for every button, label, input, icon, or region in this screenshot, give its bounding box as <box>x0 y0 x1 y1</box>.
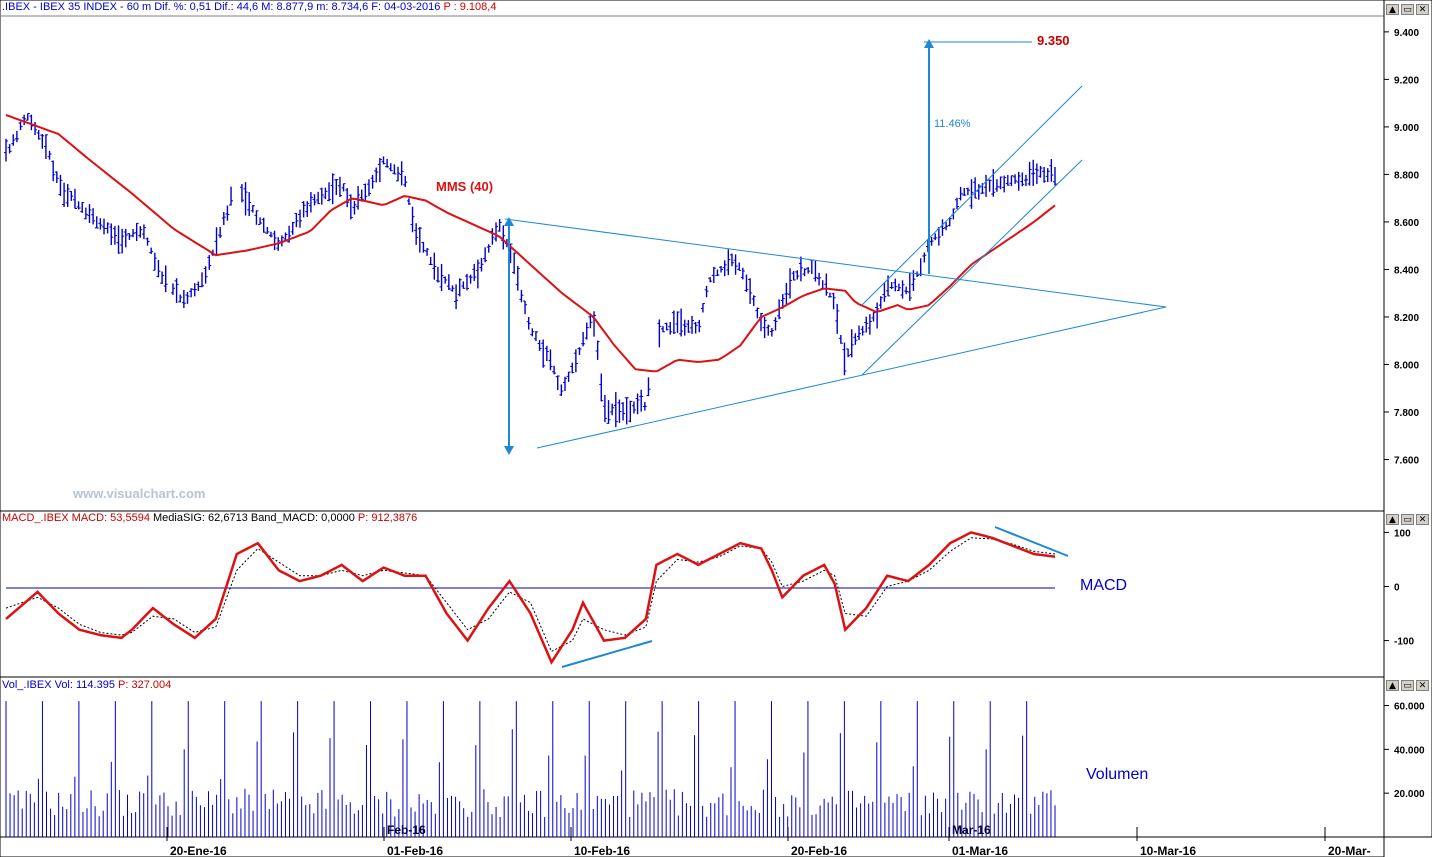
volume-y-tick-label: 40.000 <box>1394 745 1425 756</box>
y-axis-strip <box>1383 0 1432 838</box>
x-axis-frame <box>0 836 1385 857</box>
volume-panel <box>0 676 1385 838</box>
x-tick-label: 10-Mar-16 <box>1140 844 1196 857</box>
price-panel-frame <box>0 0 1385 512</box>
arrow-head-down <box>504 446 514 455</box>
x-tick-label: 10-Feb-16 <box>574 844 630 857</box>
macd-signal-line <box>5 537 1056 653</box>
x-axis-strip <box>0 836 1385 857</box>
volume-bars <box>5 701 1056 837</box>
x-tick-label: 01-Feb-16 <box>387 844 443 857</box>
x-tick-label: 01-Mar-16 <box>952 844 1008 857</box>
macd-close-button[interactable]: ✕ <box>1416 514 1429 525</box>
macd-header-stats: MediaSIG: 62,6713 Band_MACD: 0,0000 <box>153 512 355 524</box>
scroll-up-button[interactable]: ▲ <box>1386 4 1399 15</box>
macd-bull-divergence-line <box>561 640 653 668</box>
y-axis-frame <box>1383 0 1432 838</box>
channel-upper-line <box>861 85 1083 306</box>
volume-y-tick-label: 60.000 <box>1394 702 1425 713</box>
macd-restore-button[interactable]: ▭ <box>1401 514 1414 525</box>
x-tick-label: 20-Ene-16 <box>170 844 227 857</box>
trend-annotations <box>504 39 1167 668</box>
channel-lower-line <box>861 159 1083 376</box>
macd-header: MACD_.IBEX MACD: 53,5594 MediaSIG: 62,67… <box>2 512 417 524</box>
volume-y-ticks: 60.000 40.000 20.000 <box>1384 702 1425 800</box>
macd-bear-divergence-line <box>994 526 1069 557</box>
target-percent-label: 11.46% <box>934 118 971 130</box>
ma-line <box>5 114 1056 373</box>
target-arrow-head <box>924 39 934 48</box>
price-y-tick-label: 8.800 <box>1394 170 1419 181</box>
price-header-title: .IBEX - IBEX 35 INDEX - 60 m <box>2 1 152 13</box>
macd-header-name: MACD_.IBEX MACD: 53,5594 <box>2 512 150 524</box>
x-ticks: 20-Ene-16 01-Feb-16 10-Feb-16 20-Feb-16 01-M… <box>166 823 1371 857</box>
macd-panel <box>0 510 1385 678</box>
arrow-head-up <box>504 217 514 226</box>
x-tick-label: 20-Mar- <box>1328 844 1371 857</box>
macd-panel-frame <box>0 510 1385 678</box>
macd-y-tick-label: 0 <box>1394 582 1400 593</box>
macd-panel-label: MACD <box>1080 577 1127 594</box>
x-tick-label: 20-Feb-16 <box>791 844 847 857</box>
price-y-tick-label: 8.600 <box>1394 218 1419 229</box>
price-y-tick-label: 9.400 <box>1394 28 1419 39</box>
restore-button[interactable]: ▭ <box>1401 4 1414 15</box>
price-y-tick-label: 8.000 <box>1394 360 1419 371</box>
ma-label: MMS (40) <box>436 179 493 194</box>
price-y-tick-label: 7.800 <box>1394 408 1419 419</box>
price-y-tick-label: 8.400 <box>1394 265 1419 276</box>
macd-header-last: P: 912,3876 <box>357 512 418 524</box>
macd-line <box>5 531 1056 665</box>
volume-restore-button[interactable]: ▭ <box>1401 680 1414 691</box>
price-y-ticks: 9.400 9.200 9.000 8.800 8.600 8.400 8.200 8.000… <box>1384 28 1419 466</box>
target-label: 9.350 <box>1037 33 1070 48</box>
price-header-last: P : 9.108,4 <box>443 1 497 13</box>
price-y-tick-label: 7.600 <box>1394 455 1419 466</box>
macd-y-tick-label: -100 <box>1394 637 1414 648</box>
watermark: www.visualchart.com <box>73 486 206 501</box>
triangle-upper-line <box>504 218 1167 308</box>
price-y-tick-label: 9.200 <box>1394 75 1419 86</box>
volume-panel-frame <box>0 676 1385 838</box>
volume-panel-label: Volumen <box>1086 766 1148 783</box>
macd-y-ticks: 100 0 -100 <box>1384 528 1414 648</box>
volume-header-name: Vol_.IBEX Vol: 114.395 <box>2 679 115 691</box>
macd-y-tick-label: 100 <box>1394 528 1411 539</box>
price-panel <box>0 0 1385 512</box>
volume-header-last: P: 327.004 <box>118 679 172 691</box>
price-header: .IBEX - IBEX 35 INDEX - 60 m Dif. %: 0,5… <box>2 1 496 13</box>
macd-scroll-up-button[interactable]: ▲ <box>1386 514 1399 525</box>
close-button[interactable]: ✕ <box>1416 4 1429 15</box>
price-y-tick-label: 9.000 <box>1394 123 1419 134</box>
volume-y-tick-label: 20.000 <box>1394 789 1425 800</box>
price-header-stats: Dif. %: 0,51 Dif.: 44,6 M: 8.877,9 m: 8.… <box>154 1 441 13</box>
triangle-lower-line <box>536 306 1167 449</box>
volume-header: Vol_.IBEX Vol: 114.395 P: 327.004 <box>2 679 171 691</box>
volume-close-button[interactable]: ✕ <box>1416 680 1429 691</box>
volume-scroll-up-button[interactable]: ▲ <box>1386 680 1399 691</box>
price-y-tick-label: 8.200 <box>1394 313 1419 324</box>
